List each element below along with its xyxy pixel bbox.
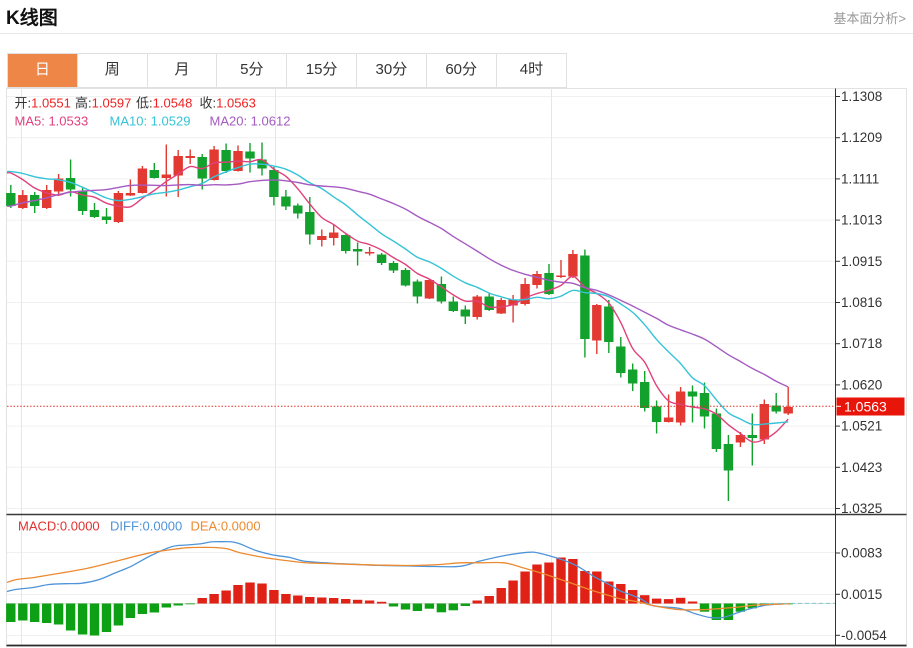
svg-text:1.1013: 1.1013 [841, 213, 882, 228]
svg-text:开:1.0551: 开:1.0551 [15, 96, 71, 111]
svg-text:低:1.0548: 低:1.0548 [136, 96, 192, 111]
svg-text:0.0015: 0.0015 [841, 587, 882, 602]
svg-text:MA20: 1.0612: MA20: 1.0612 [210, 114, 291, 129]
svg-text:MACD:0.0000: MACD:0.0000 [18, 519, 100, 534]
svg-text:-0.0054: -0.0054 [841, 628, 887, 643]
svg-text:1.0620: 1.0620 [841, 377, 882, 392]
svg-text:1.0325: 1.0325 [841, 501, 882, 516]
svg-text:1.1308: 1.1308 [841, 89, 882, 104]
svg-text:MA10: 1.0529: MA10: 1.0529 [110, 114, 191, 129]
svg-text:0.0083: 0.0083 [841, 546, 882, 561]
svg-text:收:1.0563: 收:1.0563 [200, 96, 256, 111]
svg-text:高:1.0597: 高:1.0597 [75, 96, 131, 111]
svg-text:1.1111: 1.1111 [841, 171, 879, 186]
svg-text:1.0423: 1.0423 [841, 460, 882, 475]
svg-text:MA5: 1.0533: MA5: 1.0533 [15, 114, 89, 129]
svg-text:1.0718: 1.0718 [841, 336, 882, 351]
svg-text:1.0816: 1.0816 [841, 295, 882, 310]
svg-text:DIFF:0.0000: DIFF:0.0000 [110, 519, 182, 534]
svg-text:1.0915: 1.0915 [841, 254, 882, 269]
svg-text:DEA:0.0000: DEA:0.0000 [191, 519, 261, 534]
svg-text:1.0521: 1.0521 [841, 419, 882, 434]
svg-text:1.0563: 1.0563 [844, 399, 887, 415]
svg-text:1.1209: 1.1209 [841, 130, 882, 145]
